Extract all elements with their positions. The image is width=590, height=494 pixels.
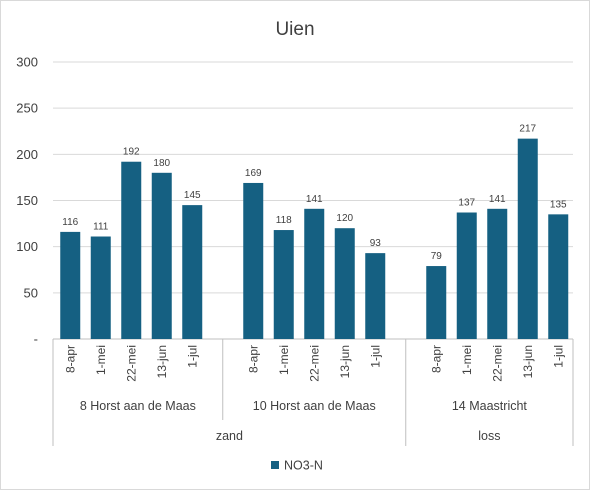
y-tick-label: 100 bbox=[16, 239, 38, 254]
category-label: 8-apr bbox=[246, 345, 260, 373]
legend-label: NO3-N bbox=[284, 459, 323, 473]
data-label: 116 bbox=[62, 217, 78, 228]
category-label: 1-mei bbox=[460, 345, 474, 375]
legend-swatch bbox=[271, 461, 279, 469]
y-tick-label: 250 bbox=[16, 101, 38, 116]
bar bbox=[182, 205, 203, 339]
category-label: 22-mei bbox=[307, 345, 321, 382]
group-label: 8 Horst aan de Maas bbox=[80, 399, 196, 413]
legend: NO3-N bbox=[271, 459, 323, 473]
y-tick-label: 300 bbox=[16, 55, 38, 70]
bar bbox=[365, 253, 386, 339]
y-tick-label: 150 bbox=[16, 193, 38, 208]
category-label: 1-mei bbox=[94, 345, 108, 375]
bar bbox=[426, 266, 447, 339]
data-label: 141 bbox=[306, 194, 323, 205]
category-label: 8-apr bbox=[63, 345, 77, 373]
data-label: 141 bbox=[489, 194, 506, 205]
data-label: 135 bbox=[550, 199, 567, 210]
supergroup-label: zand bbox=[216, 429, 243, 443]
category-label: 1-jul bbox=[185, 345, 199, 368]
data-label: 180 bbox=[153, 158, 170, 169]
data-label: 192 bbox=[123, 147, 140, 158]
data-labels: 116 111 192 180 145 169 118 141 120 93 79 137 141 217… bbox=[62, 124, 567, 262]
data-label: 111 bbox=[93, 222, 109, 233]
data-label: 118 bbox=[276, 215, 292, 226]
data-label: 79 bbox=[431, 251, 443, 262]
bar bbox=[517, 138, 538, 339]
bar bbox=[243, 182, 264, 339]
bar bbox=[90, 236, 111, 339]
bar bbox=[121, 161, 142, 339]
bar bbox=[548, 214, 569, 339]
bar bbox=[60, 231, 81, 339]
supergroup-label: loss bbox=[478, 429, 500, 443]
category-label: 1-jul bbox=[551, 345, 565, 368]
y-tick-label: 200 bbox=[16, 147, 38, 162]
category-label: 1-mei bbox=[277, 345, 291, 375]
category-label: 13-jun bbox=[155, 345, 169, 378]
category-label: 8-apr bbox=[429, 345, 443, 373]
category-label: 22-mei bbox=[490, 345, 504, 382]
bar bbox=[304, 208, 325, 339]
data-label: 93 bbox=[370, 238, 382, 249]
data-label: 137 bbox=[458, 198, 475, 209]
category-label: 13-jun bbox=[521, 345, 535, 378]
data-label: 217 bbox=[519, 124, 536, 135]
bars bbox=[60, 138, 569, 339]
category-label: 13-jun bbox=[338, 345, 352, 378]
bar bbox=[273, 230, 294, 339]
y-tick-label: - bbox=[34, 332, 38, 347]
bar bbox=[334, 228, 355, 339]
data-label: 145 bbox=[184, 190, 201, 201]
y-tick-label: 50 bbox=[24, 285, 38, 300]
group-label: 14 Maastricht bbox=[452, 399, 528, 413]
group-label: 10 Horst aan de Maas bbox=[253, 399, 376, 413]
bar bbox=[487, 208, 508, 339]
data-label: 120 bbox=[336, 213, 353, 224]
chart-title: Uien bbox=[275, 19, 314, 40]
data-label: 169 bbox=[245, 168, 262, 179]
category-label: 1-jul bbox=[368, 345, 382, 368]
bar bbox=[456, 212, 477, 339]
x-axis-groups: 8 Horst aan de Maas 10 Horst aan de Maas 1… bbox=[52, 339, 574, 446]
bar bbox=[151, 172, 172, 339]
x-axis-categories: 8-apr 1-mei 22-mei 13-jun 1-jul 8-apr 1-mei 22-… bbox=[63, 345, 565, 382]
category-label: 22-mei bbox=[124, 345, 138, 382]
y-axis-ticks: - 50 100 150 200 250 300 bbox=[16, 55, 38, 347]
